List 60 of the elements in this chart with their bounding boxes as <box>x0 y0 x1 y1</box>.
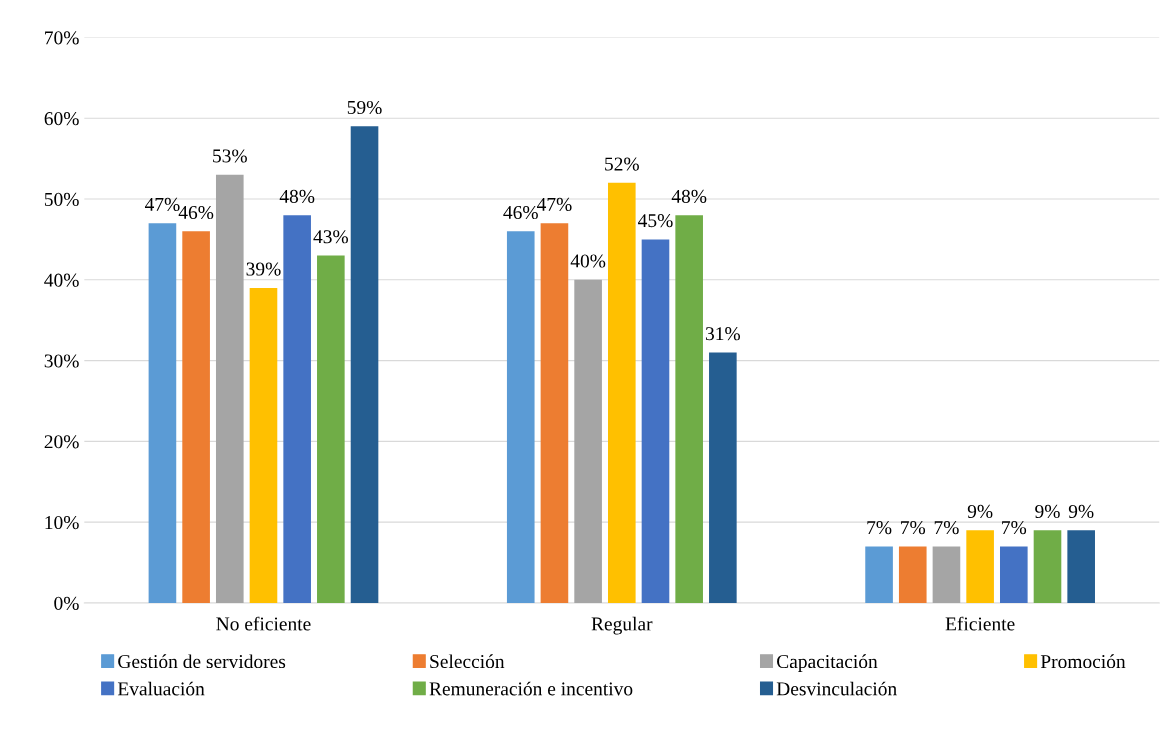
legend-label: Gestión de servidores <box>118 654 286 669</box>
data-label: 59% <box>347 100 382 115</box>
bar <box>182 231 210 603</box>
data-label: 43% <box>313 230 348 244</box>
x-tick-label: Regular <box>591 616 653 635</box>
data-label: 9% <box>967 504 993 519</box>
legend-label: Promoción <box>1040 654 1126 669</box>
data-label: 45% <box>638 214 673 228</box>
y-tick-label: 70% <box>45 31 79 45</box>
bar <box>350 126 379 603</box>
bar <box>898 546 927 603</box>
data-label: 48% <box>279 189 315 203</box>
y-tick-label: 50% <box>44 192 79 207</box>
bar <box>540 223 569 603</box>
legend-label: Evaluación <box>117 681 205 696</box>
legend-label: Selección <box>430 654 505 669</box>
data-label: 47% <box>144 197 180 212</box>
x-tick-label: Eficiente <box>945 616 1015 631</box>
bar <box>574 279 602 603</box>
bar <box>607 182 636 603</box>
data-label: 31% <box>705 327 741 341</box>
data-label: 9% <box>1035 504 1060 519</box>
data-label: 7% <box>1002 520 1027 535</box>
data-label: 53% <box>213 149 247 163</box>
bar <box>709 352 737 603</box>
data-label: 9% <box>1068 504 1094 519</box>
y-tick-label: 40% <box>44 273 79 287</box>
bar <box>966 530 994 603</box>
bar <box>865 546 893 603</box>
y-tick-label: 20% <box>44 435 79 449</box>
data-label: 46% <box>178 205 214 220</box>
data-label: 48% <box>671 189 707 203</box>
bar <box>148 223 177 603</box>
bar <box>1033 530 1062 603</box>
bar <box>641 239 670 603</box>
data-label: 40% <box>570 254 606 268</box>
y-tick-label: 0% <box>54 596 79 610</box>
bar <box>1000 546 1028 603</box>
x-tick-label: No eficiente <box>216 616 311 631</box>
y-tick-label: 60% <box>44 112 79 126</box>
legend-label: Capacitación <box>777 654 878 673</box>
data-label: 7% <box>934 520 959 535</box>
bar <box>506 231 535 603</box>
bar <box>317 255 345 603</box>
legend-label: Desvinculación <box>776 681 897 696</box>
data-label: 52% <box>605 157 639 171</box>
data-label: 46% <box>503 205 538 220</box>
data-label: 7% <box>867 520 892 535</box>
y-tick-label: 10% <box>45 515 79 530</box>
data-label: 47% <box>536 197 572 212</box>
bar <box>932 546 961 603</box>
data-label: 39% <box>246 262 281 276</box>
legend-label: Remuneración e incentivo <box>429 681 633 696</box>
data-label: 7% <box>901 520 926 535</box>
bar <box>283 215 311 603</box>
y-tick-label: 30% <box>44 354 79 368</box>
bar <box>215 174 244 603</box>
bar <box>249 287 278 603</box>
bar <box>675 215 703 603</box>
bar <box>1067 530 1095 603</box>
